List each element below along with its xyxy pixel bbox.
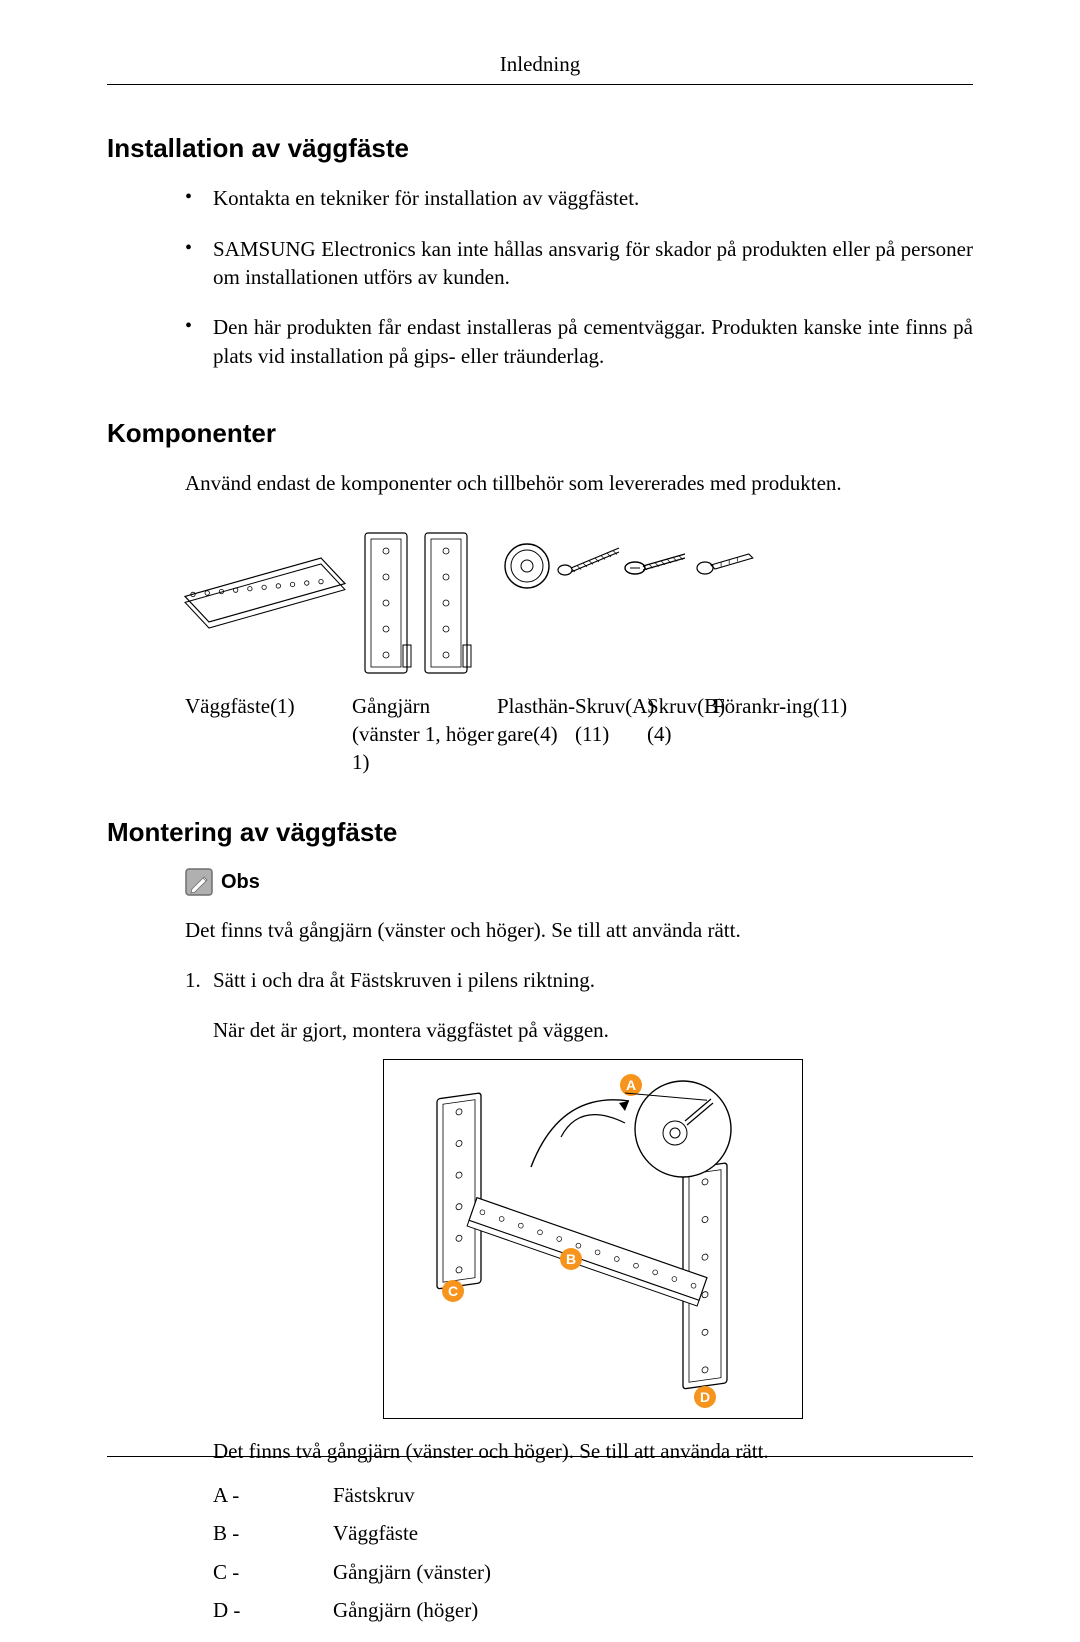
legend-row: C - Gångjärn (vänster) (213, 1558, 973, 1586)
install-bullet-list: Kontakta en tekniker för installation av… (185, 184, 973, 370)
obs-text: Det finns två gångjärn (vänster och höge… (185, 916, 973, 944)
legend-val: Gångjärn (vänster) (333, 1558, 491, 1586)
caption-screw-a: Skruv(A)(11) (575, 692, 647, 777)
step-subtext: När det är gjort, montera väggfästet på … (213, 1016, 973, 1044)
obs-row: Obs (185, 868, 973, 896)
caption-mount: Väggfäste(1) (185, 692, 352, 777)
install-bullet: SAMSUNG Electronics kan inte hållas ansv… (185, 235, 973, 292)
footer-rule (107, 1456, 973, 1457)
caption-screw-b: Skruv(B)(4) (647, 692, 713, 777)
legend-val: Gångjärn (höger) (333, 1596, 478, 1624)
legend-key: B - (213, 1519, 333, 1547)
legend-row: B - Väggfäste (213, 1519, 973, 1547)
svg-text:C: C (448, 1283, 458, 1299)
legend-row: A - Fästskruv (213, 1481, 973, 1509)
svg-text:A: A (626, 1077, 636, 1093)
assembly-diagram: A B C D (383, 1059, 803, 1419)
legend-table: A - Fästskruv B - Väggfäste C - Gångjärn… (213, 1481, 973, 1624)
legend-key: D - (213, 1596, 333, 1624)
components-illustration (185, 528, 765, 678)
components-caption-row: Väggfäste(1) Gångjärn (vänster 1, höger … (185, 692, 973, 777)
install-bullet: Kontakta en tekniker för installation av… (185, 184, 973, 212)
caption-hanger: Plasthän-gare(4) (497, 692, 575, 777)
legend-key: C - (213, 1558, 333, 1586)
caption-hinge: Gångjärn (vänster 1, höger 1) (352, 692, 497, 777)
step-text: Sätt i och dra åt Fästskruven i pilens r… (213, 968, 595, 992)
legend-val: Fästskruv (333, 1481, 415, 1509)
after-figure-text: Det finns två gångjärn (vänster och höge… (213, 1437, 973, 1465)
section-title-assembly: Montering av väggfäste (107, 815, 973, 850)
obs-label: Obs (221, 869, 260, 896)
install-bullet: Den här produkten får endast installeras… (185, 313, 973, 370)
components-figure (185, 528, 973, 678)
caption-anchor: Förankr-ing(11) (713, 692, 973, 777)
legend-val: Väggfäste (333, 1519, 418, 1547)
legend-key: A - (213, 1481, 333, 1509)
svg-text:B: B (566, 1251, 576, 1267)
section-title-install: Installation av väggfäste (107, 131, 973, 166)
running-header: Inledning (107, 50, 973, 84)
legend-row: D - Gångjärn (höger) (213, 1596, 973, 1624)
assembly-step: Sätt i och dra åt Fästskruven i pilens r… (185, 966, 973, 1624)
header-rule (107, 84, 973, 85)
section-title-components: Komponenter (107, 416, 973, 451)
components-intro: Använd endast de komponenter och tillbeh… (185, 469, 973, 497)
note-icon (185, 868, 213, 896)
svg-text:D: D (700, 1389, 710, 1405)
